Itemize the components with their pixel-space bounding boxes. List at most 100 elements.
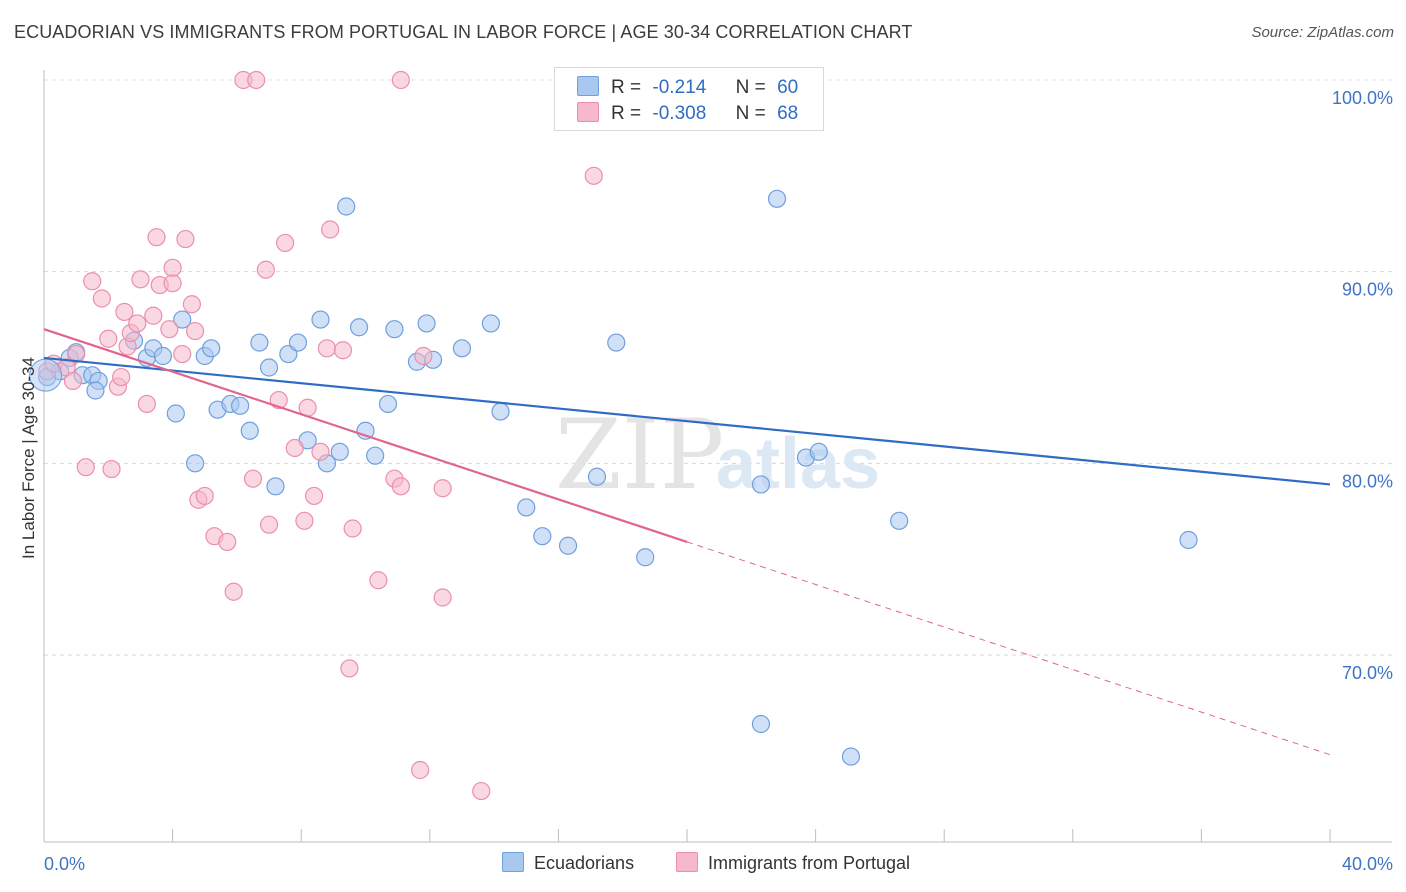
point-portugal	[317, 339, 337, 358]
point-portugal	[76, 458, 95, 477]
point-ecuadorians	[86, 381, 105, 400]
watermark: ZIP atlas	[555, 399, 880, 511]
r-label: R =	[611, 77, 642, 98]
point-ecuadorians	[330, 442, 349, 461]
point-portugal	[276, 233, 295, 253]
point-ecuadorians	[491, 402, 510, 421]
point-ecuadorians	[240, 421, 259, 440]
y-tick-label: 100.0%	[1332, 88, 1393, 108]
point-portugal	[247, 70, 266, 90]
stats-legend-row-ecuadorians: R = -0.214 N = 60	[577, 76, 798, 100]
point-portugal	[128, 314, 147, 333]
point-portugal	[343, 519, 362, 538]
point-ecuadorians	[558, 536, 578, 555]
point-portugal	[182, 295, 201, 314]
trend-line-portugal-extension	[686, 541, 1331, 756]
legend-swatch-blue	[577, 76, 599, 96]
stats-legend: R = -0.214 N = 60 R = -0.308 N = 68	[554, 67, 824, 131]
point-ecuadorians	[288, 333, 308, 352]
point-ecuadorians	[841, 747, 861, 766]
point-portugal	[369, 571, 388, 590]
point-portugal	[163, 274, 182, 293]
point-portugal	[414, 346, 433, 366]
point-portugal	[102, 459, 121, 479]
series-legend-portugal[interactable]: Immigrants from Portugal	[676, 852, 910, 874]
r-label: R =	[611, 103, 642, 124]
point-portugal	[163, 258, 182, 277]
point-ecuadorians	[417, 314, 436, 333]
point-ecuadorians	[186, 454, 205, 473]
point-portugal	[472, 781, 491, 801]
point-portugal	[173, 344, 192, 364]
point-portugal	[218, 532, 237, 552]
series-legend-label: Ecuadorians	[534, 853, 635, 873]
point-portugal	[112, 367, 131, 387]
point-portugal	[92, 289, 111, 308]
y-tick-label: 80.0%	[1342, 471, 1393, 491]
point-ecuadorians	[767, 189, 787, 208]
point-ecuadorians	[202, 339, 221, 358]
series-legend-label: Immigrants from Portugal	[708, 853, 911, 873]
x-tick-label-min: 0.0%	[44, 854, 85, 874]
legend-swatch-pink	[577, 102, 599, 122]
n-value: 68	[777, 103, 799, 124]
point-portugal	[391, 70, 410, 90]
point-portugal	[391, 477, 410, 496]
point-portugal	[195, 486, 214, 506]
point-ecuadorians	[1179, 530, 1198, 550]
n-label: N =	[735, 77, 766, 98]
point-ecuadorians	[259, 358, 279, 377]
point-ecuadorians	[366, 446, 385, 465]
point-portugal	[186, 321, 205, 341]
point-ecuadorians	[607, 333, 626, 352]
point-portugal	[411, 760, 430, 780]
y-tick-label: 70.0%	[1342, 663, 1393, 683]
trend-layer	[43, 328, 1331, 756]
legend-swatch-pink	[676, 852, 698, 872]
point-ecuadorians	[266, 477, 285, 496]
point-ecuadorians	[378, 394, 398, 414]
r-value: -0.214	[652, 77, 707, 98]
trend-line-portugal	[43, 328, 688, 543]
point-ecuadorians	[153, 346, 173, 366]
point-ecuadorians	[517, 498, 536, 517]
x-tick-label-max: 40.0%	[1342, 854, 1393, 874]
point-portugal	[304, 486, 324, 506]
point-portugal	[433, 588, 452, 607]
labels-layer: 100.0% 90.0% 80.0% 70.0% 0.0% 40.0% In Labor F…	[19, 88, 1393, 874]
point-portugal	[224, 582, 243, 601]
point-ecuadorians	[173, 310, 192, 329]
watermark-zip: ZIP	[555, 399, 724, 511]
point-portugal	[115, 302, 134, 322]
point-portugal	[63, 371, 83, 391]
grid-layer	[44, 79, 1392, 656]
points-layer	[29, 70, 1198, 801]
point-portugal	[137, 394, 156, 414]
point-portugal	[99, 329, 118, 348]
point-portugal	[131, 270, 150, 289]
y-tick-label: 90.0%	[1342, 280, 1393, 300]
point-portugal	[584, 166, 603, 185]
point-ecuadorians	[751, 475, 771, 494]
point-portugal	[256, 260, 275, 279]
point-portugal	[144, 306, 163, 325]
source-label: Source: ZipAtlas.com	[1251, 24, 1394, 41]
point-ecuadorians	[311, 310, 330, 329]
y-axis-label: In Labor Force | Age 30-34	[19, 357, 38, 559]
point-portugal	[243, 469, 263, 488]
point-portugal	[295, 511, 314, 530]
legend-swatch-blue	[502, 852, 524, 872]
point-ecuadorians	[250, 333, 269, 352]
point-ecuadorians	[751, 714, 771, 734]
point-ecuadorians	[349, 318, 369, 337]
series-legend-ecuadorians[interactable]: Ecuadorians	[502, 852, 634, 874]
watermark-atlas: atlas	[716, 424, 880, 504]
point-ecuadorians	[636, 548, 655, 567]
point-ecuadorians	[809, 442, 828, 461]
point-portugal	[340, 659, 359, 678]
point-portugal	[311, 442, 330, 461]
point-portugal	[176, 229, 195, 249]
r-value: -0.308	[652, 103, 707, 124]
n-value: 60	[777, 77, 799, 98]
